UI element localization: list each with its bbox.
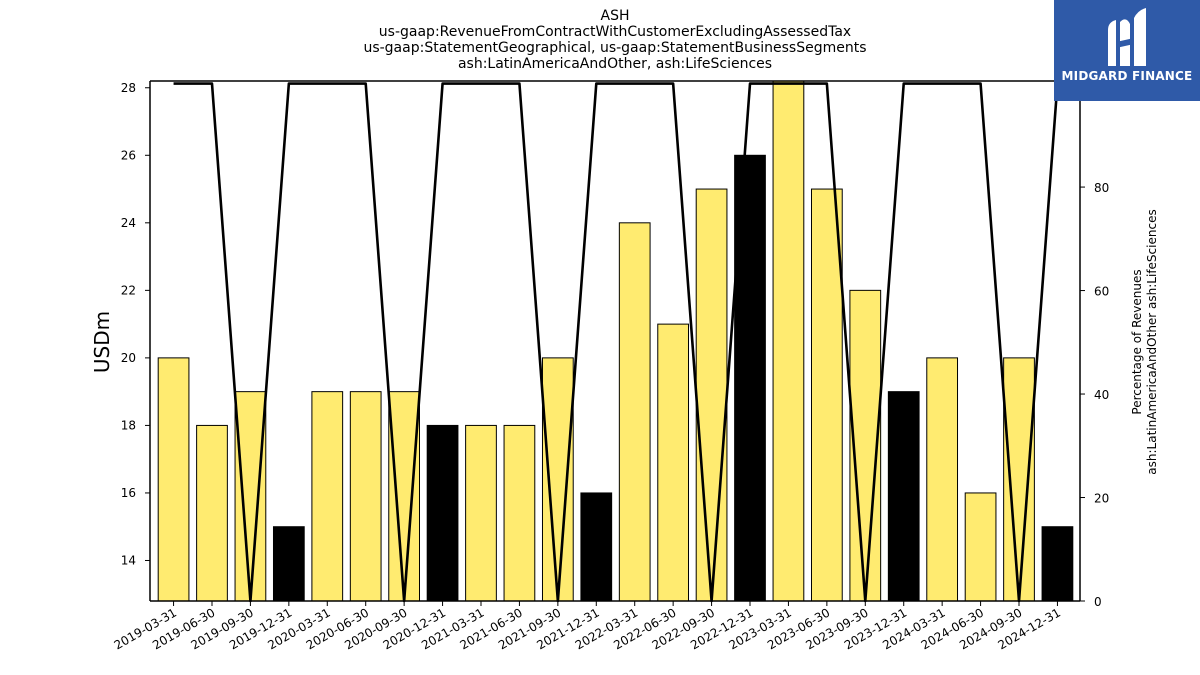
y-tick-label: 16 — [121, 486, 136, 500]
brand-logo: MIDGARD FINANCE — [1054, 0, 1200, 101]
bar — [349, 391, 382, 602]
y-tick-label: 24 — [121, 216, 136, 230]
y-tick-label-right: 60 — [1094, 285, 1109, 299]
y-tick-label-right: 0 — [1094, 595, 1102, 609]
bar — [1003, 357, 1035, 602]
bar — [465, 424, 497, 602]
bar — [772, 80, 805, 602]
y-tick-label: 28 — [121, 81, 136, 95]
bar — [426, 424, 459, 602]
y-tick-label: 20 — [121, 351, 136, 365]
bar — [157, 357, 190, 602]
bar — [657, 323, 690, 602]
chart-title-line: us-gaap:RevenueFromContractWithCustomerE… — [379, 24, 851, 40]
bar-series — [157, 80, 1074, 602]
y-tick-label: 22 — [121, 283, 136, 297]
y-tick-label: 18 — [121, 418, 136, 432]
line-series — [173, 82, 1059, 603]
y-tick-label-right: 20 — [1094, 492, 1109, 506]
bar — [196, 424, 228, 602]
bar — [618, 222, 651, 602]
chart-title-line: us-gaap:StatementGeographical, us-gaap:S… — [363, 40, 866, 56]
y-axis-label-left: USDm — [90, 311, 114, 373]
chart-title-line: ash:LatinAmericaAndOther, ash:LifeScienc… — [458, 56, 772, 72]
y-axis-label-right: ash:LatinAmericaAndOther ash:LifeScience… — [1145, 209, 1159, 474]
y-axis-label-right: Percentage of Revenues — [1130, 269, 1144, 414]
chart-title-line: ASH — [601, 8, 630, 24]
bar — [580, 492, 613, 602]
y-axis-left: 14 16 18 20 22 24 26 28 — [121, 81, 150, 567]
bar — [810, 188, 843, 602]
bar — [887, 391, 920, 602]
bar — [388, 391, 421, 602]
bar — [926, 357, 959, 602]
y-tick-label: 14 — [121, 553, 136, 567]
bar — [541, 357, 574, 602]
bar — [964, 492, 997, 602]
bar — [311, 391, 344, 602]
bar — [234, 391, 267, 602]
axes — [149, 80, 1081, 602]
brand-name: MIDGARD FINANCE — [1061, 69, 1193, 83]
midgard-logo-icon — [1108, 8, 1146, 66]
percentage-line — [173, 82, 1059, 603]
chart-title: ASH us-gaap:RevenueFromContractWithCusto… — [363, 8, 866, 72]
y-axis-right: 020406080100 — [1080, 78, 1117, 609]
bar — [1041, 526, 1074, 602]
y-tick-label: 26 — [121, 148, 136, 162]
y-tick-label-right: 80 — [1094, 181, 1109, 195]
bar — [272, 526, 305, 602]
bar — [695, 188, 728, 602]
bar — [503, 424, 536, 602]
y-tick-label-right: 40 — [1094, 388, 1109, 402]
x-axis: 2019-03-312019-06-302019-09-302019-12-31… — [112, 601, 1063, 652]
